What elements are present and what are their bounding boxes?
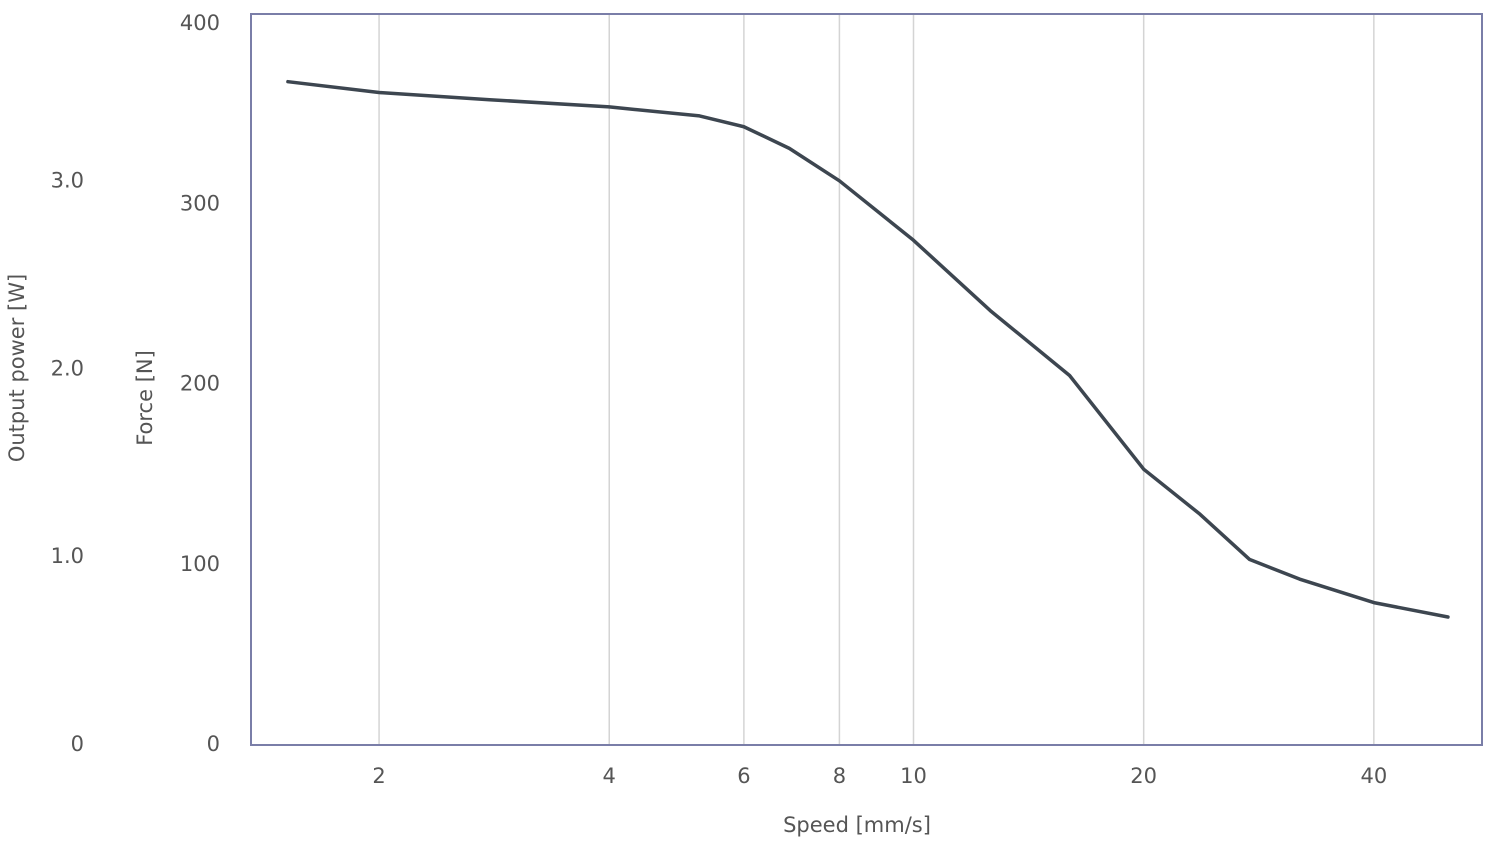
x-tick-label: 2: [372, 764, 385, 788]
y2-tick-label: 0: [71, 732, 84, 756]
x-tick-label: 10: [900, 764, 927, 788]
y2-tick-label: 2.0: [51, 356, 84, 380]
y-tick-label: 100: [180, 552, 220, 576]
y2-axis-label: Output power [W]: [5, 274, 29, 462]
y-tick-label: 0: [207, 732, 220, 756]
x-tick-label: 8: [833, 764, 846, 788]
x-tick-label: 40: [1360, 764, 1387, 788]
y-tick-label: 200: [180, 372, 220, 396]
line-series: [286, 79, 1450, 619]
y2-tick-label: 1.0: [51, 544, 84, 568]
x-tick-label: 6: [737, 764, 750, 788]
y-tick-label: 400: [180, 11, 220, 35]
y2-tick-label: 3.0: [51, 169, 84, 193]
x-tick-label: 20: [1130, 764, 1157, 788]
x-tick-label: 4: [603, 764, 616, 788]
plot-frame: [250, 13, 1483, 746]
x-axis-label: Speed [mm/s]: [783, 813, 931, 837]
y-axis-label: Force [N]: [133, 350, 157, 446]
y-tick-label: 300: [180, 191, 220, 215]
